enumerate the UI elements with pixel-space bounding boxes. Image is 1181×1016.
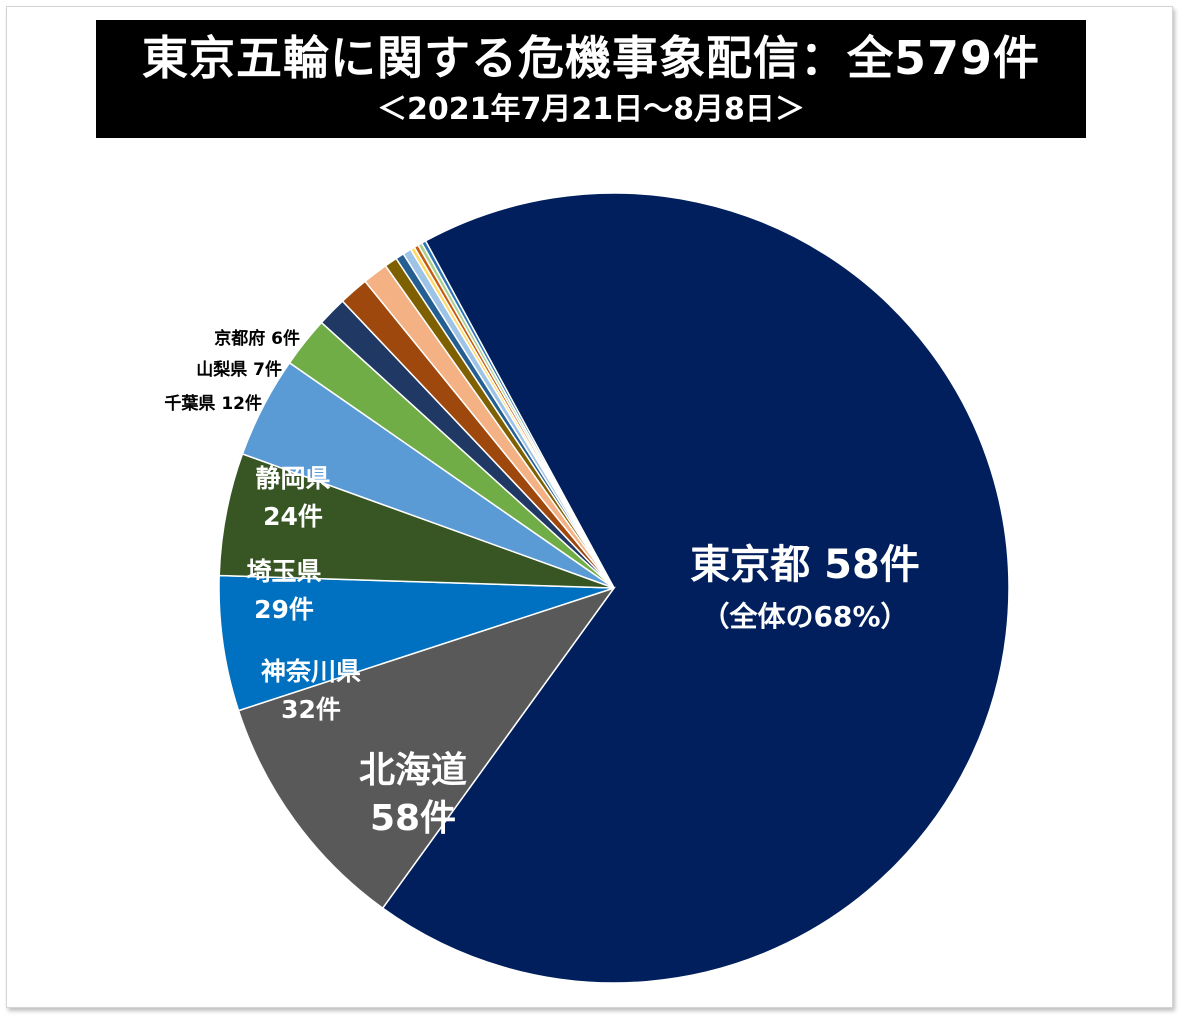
pie-slice-北海道	[237, 586, 616, 910]
slice-sublabel-東京都: （全体の68%）	[701, 600, 908, 633]
chart-title: 東京五輪に関する危機事象配信：全579件	[141, 31, 1041, 85]
slice-sublabel-埼玉県: 29件	[254, 595, 314, 624]
slice-sublabel-北海道: 58件	[370, 798, 456, 839]
slice-label-山梨県: 山梨県 7件	[196, 359, 282, 380]
slice-label-東京都: 東京都 58件	[690, 542, 920, 588]
slice-sublabel-神奈川県: 32件	[281, 695, 341, 724]
pie-slices	[218, 192, 1010, 984]
pie-slice-15	[420, 239, 615, 589]
slice-label-神奈川県: 神奈川県	[261, 657, 361, 686]
slice-label-埼玉県: 埼玉県	[246, 557, 321, 586]
title-banner: 東京五輪に関する危機事象配信：全579件 ＜2021年7月21日～8月8日＞	[96, 20, 1086, 138]
chart-subtitle: ＜2021年7月21日～8月8日＞	[377, 92, 805, 127]
pie-labels: 東京都 58件 （全体の68%） 北海道 58件 神奈川県 32件 埼玉県 29件 静岡県 24件…	[164, 328, 919, 839]
slice-label-千葉県: 千葉県 12件	[164, 393, 262, 414]
slice-label-北海道: 北海道	[359, 750, 467, 791]
pie-slice-神奈川県	[218, 574, 615, 712]
slice-sublabel-静岡県: 24件	[263, 502, 323, 531]
slice-label-京都府: 京都府 6件	[214, 328, 300, 349]
pie-slice-東京都	[381, 192, 1010, 984]
slice-label-静岡県: 静岡県	[255, 464, 330, 493]
